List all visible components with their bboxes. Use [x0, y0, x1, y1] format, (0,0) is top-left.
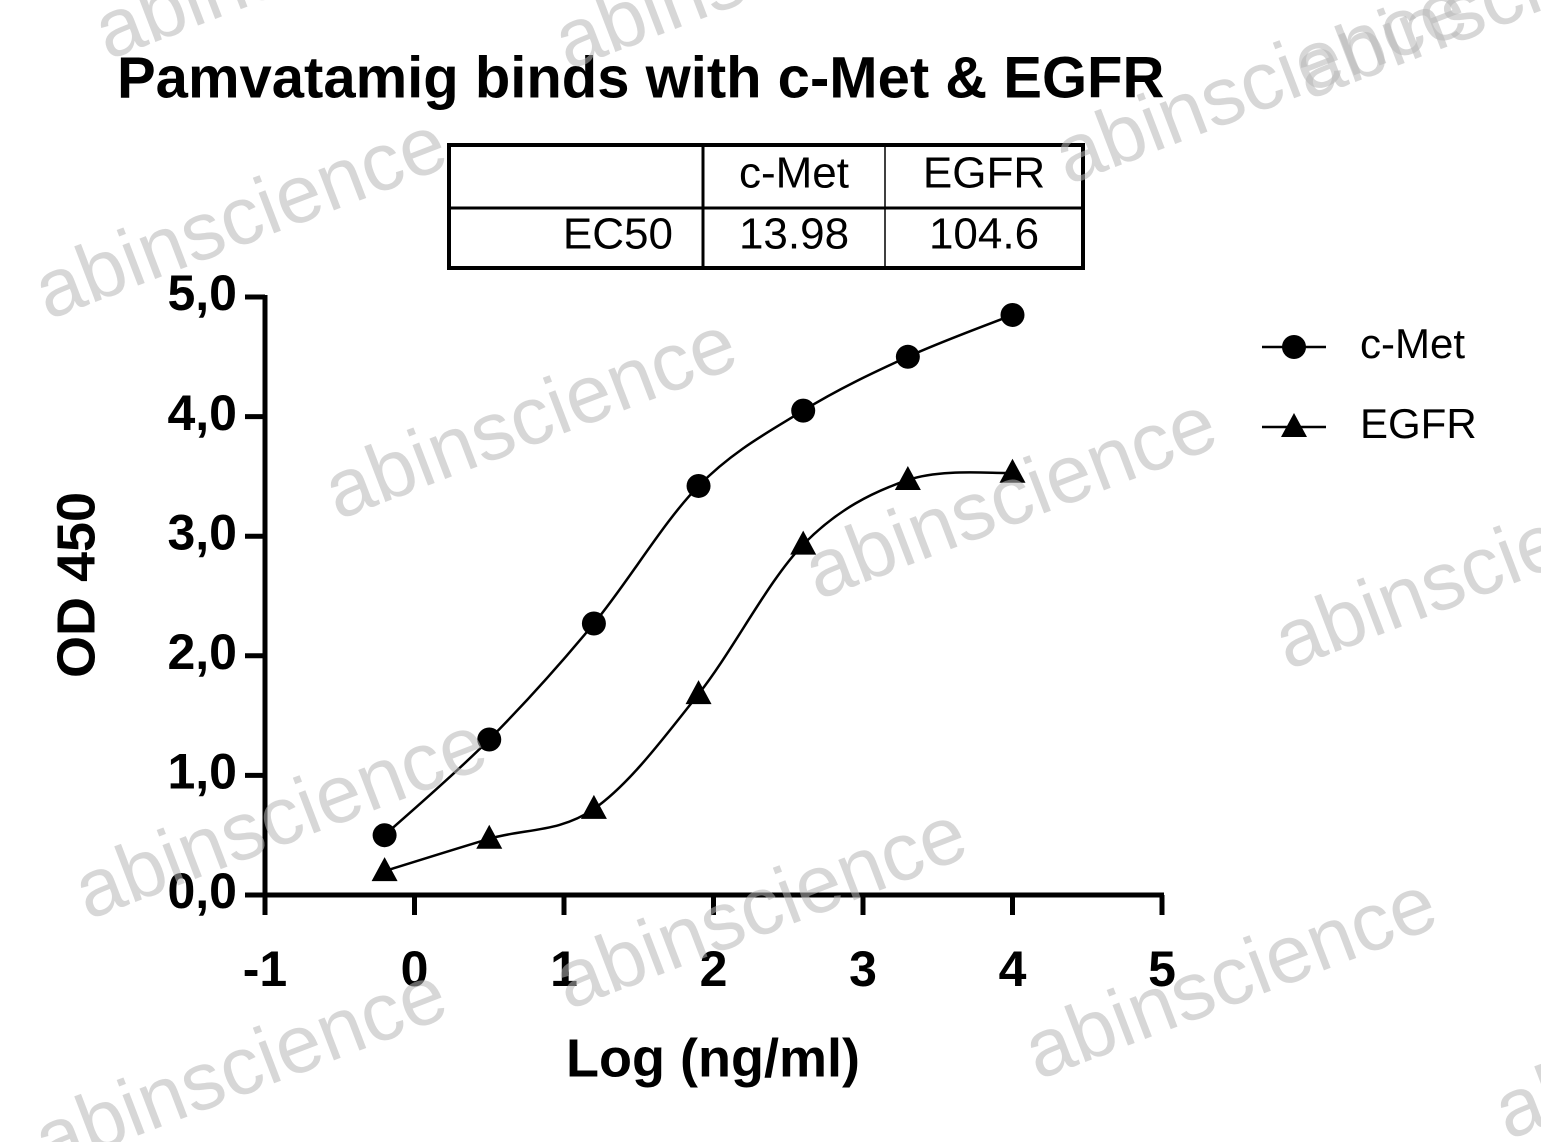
marker: [477, 727, 502, 752]
y-tick-label: 3,0: [167, 504, 237, 560]
watermark: abinscience: [1262, 447, 1541, 687]
y-tick-label: 1,0: [167, 744, 237, 800]
watermark: abinscience: [22, 947, 459, 1142]
ec50-table: [447, 143, 1085, 270]
legend-marker: [1281, 413, 1307, 437]
table-header: c-Met: [739, 149, 849, 198]
table-cell: 104.6: [929, 210, 1039, 259]
legend-label: c-Met: [1360, 320, 1465, 367]
legend-label: EGFR: [1360, 400, 1477, 447]
x-tick-label: 5: [1148, 941, 1176, 997]
watermark: abinscience: [312, 297, 749, 537]
marker: [999, 458, 1026, 483]
watermark: abinscience: [22, 97, 459, 337]
watermark: abinscience: [62, 697, 499, 937]
marker: [685, 680, 712, 705]
table-row-label: EC50: [563, 210, 673, 259]
watermark: abinscience: [542, 787, 979, 1027]
y-tick-label: 0,0: [167, 863, 237, 919]
x-tick-label: 3: [849, 941, 877, 997]
chart-title: Pamvatamig binds with c-Met & EGFR: [117, 45, 1164, 110]
watermark: abinscience: [1482, 917, 1541, 1142]
marker: [1000, 302, 1025, 327]
x-tick-label: 0: [401, 941, 429, 997]
legend-marker: [1282, 335, 1306, 359]
x-tick-label: 4: [999, 941, 1027, 997]
marker: [580, 794, 607, 819]
y-axis-label: OD 450: [46, 492, 106, 678]
x-tick-label: 1: [550, 941, 578, 997]
x-tick-label: 2: [700, 941, 728, 997]
table-header: EGFR: [923, 149, 1045, 198]
y-tick-label: 4,0: [167, 385, 237, 441]
x-tick-label: -1: [243, 941, 287, 997]
table-cell: 13.98: [739, 210, 849, 259]
watermark: abinscience: [1282, 0, 1541, 117]
watermark: abinscience: [792, 377, 1229, 617]
marker: [894, 465, 921, 490]
marker: [790, 530, 817, 555]
y-tick-label: 2,0: [167, 624, 237, 680]
marker: [372, 823, 397, 848]
marker: [476, 824, 503, 849]
marker: [791, 398, 816, 423]
y-tick-label: 5,0: [167, 265, 237, 321]
marker: [895, 344, 920, 369]
marker: [371, 857, 398, 882]
marker: [581, 611, 606, 636]
marker: [686, 473, 711, 498]
x-axis-label: Log (ng/ml): [566, 1028, 860, 1088]
